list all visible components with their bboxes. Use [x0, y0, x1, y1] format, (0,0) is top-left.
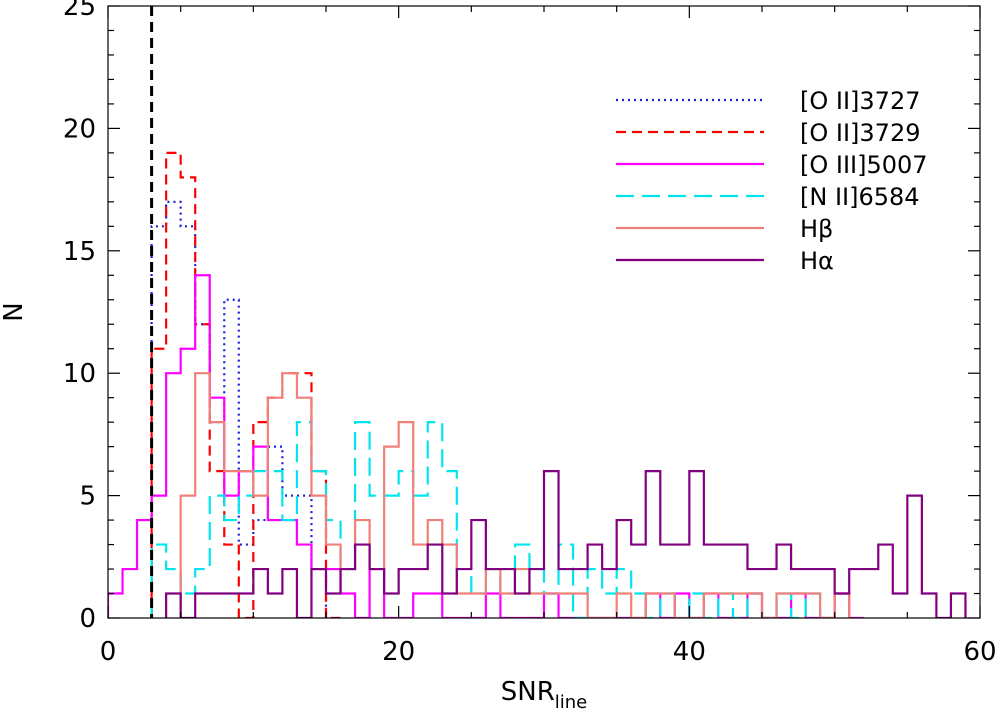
- x-tick-label: 40: [673, 637, 706, 667]
- series-line-2: [108, 274, 864, 618]
- y-tick-label: 25: [63, 0, 96, 22]
- x-tick-label: 0: [100, 637, 117, 667]
- legend-label-4: Hβ: [800, 215, 833, 243]
- legend-label-0: [O II]3727: [800, 87, 920, 115]
- legend-label-3: [N II]6584: [800, 183, 920, 211]
- tick-labels-layer: 0 20 40 60 0 5 10 15 20 25: [63, 0, 997, 667]
- y-tick-label: 20: [63, 114, 96, 144]
- series-layer: [108, 151, 967, 618]
- y-tick-label: 15: [63, 237, 96, 267]
- y-axis-label: N: [0, 302, 29, 321]
- x-axis-label-subscript: line: [555, 692, 587, 713]
- x-axis-label-main: SNR: [501, 677, 555, 707]
- series-line-5: [165, 470, 967, 618]
- legend-label-2: [O III]5007: [800, 151, 928, 179]
- y-tick-label: 5: [79, 482, 96, 512]
- ticks-layer: [107, 5, 981, 619]
- y-tick-label: 0: [79, 604, 96, 634]
- x-tick-label: 20: [382, 637, 415, 667]
- series-line-1: [150, 151, 341, 618]
- legend-label-1: [O II]3729: [800, 119, 920, 147]
- series-line-4: [179, 372, 851, 618]
- x-axis-label: SNRline: [501, 677, 588, 713]
- legend: [O II]3727 [O II]3729 [O III]5007 [N II]658…: [616, 87, 928, 275]
- y-tick-label: 10: [63, 359, 96, 389]
- legend-label-5: Hα: [800, 247, 834, 275]
- x-tick-label: 60: [963, 637, 996, 667]
- series-line-0: [150, 200, 341, 618]
- series-line-3: [150, 421, 835, 618]
